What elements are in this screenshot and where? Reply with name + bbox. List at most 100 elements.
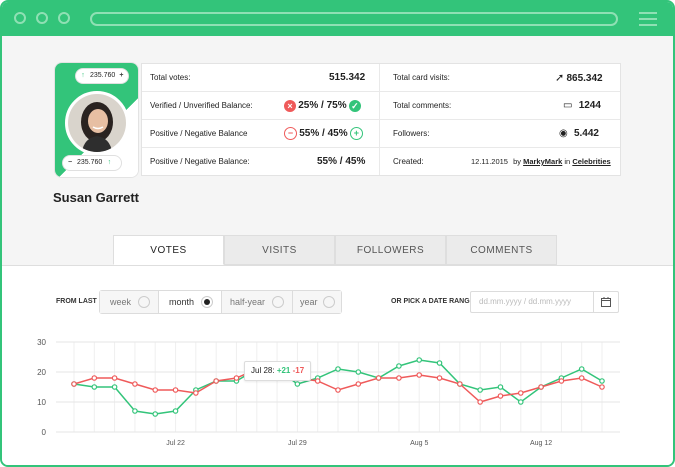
- divider: [142, 147, 620, 148]
- tab-visits[interactable]: VISITS: [224, 235, 335, 265]
- positive-point[interactable]: [152, 411, 159, 417]
- x-tick-label: Jul 29: [288, 440, 307, 447]
- stats-table: Total votes: 515.342 Verified / Unverifi…: [141, 63, 621, 176]
- period-month[interactable]: month: [159, 291, 221, 313]
- divider: [158, 291, 159, 313]
- profile-name: Susan Garrett: [53, 190, 139, 205]
- negative-point[interactable]: [335, 387, 341, 393]
- radio-icon[interactable]: [272, 296, 284, 308]
- negative-point[interactable]: [132, 381, 138, 387]
- window-dot-icon[interactable]: [58, 12, 70, 24]
- positive-point[interactable]: [396, 363, 402, 369]
- from-last-label: FROM LAST: [56, 298, 97, 305]
- negative-point[interactable]: [152, 387, 159, 393]
- cursor-icon: ➚: [555, 72, 565, 84]
- profile-card: ↑ 235.760 + −235.760 ↑: [54, 62, 139, 178]
- negative-point[interactable]: [477, 399, 483, 405]
- negative-point[interactable]: [233, 375, 240, 381]
- positive-point[interactable]: [355, 369, 362, 375]
- comment-icon: ▭: [563, 100, 573, 111]
- negative-point[interactable]: [599, 384, 605, 390]
- radio-icon[interactable]: [323, 296, 335, 308]
- calendar-icon[interactable]: [593, 292, 618, 312]
- plus-circle-icon[interactable]: +: [349, 127, 363, 141]
- positive-point[interactable]: [172, 408, 179, 414]
- radio-selected-icon[interactable]: [201, 296, 213, 308]
- menu-icon[interactable]: [639, 12, 657, 26]
- plus-icon[interactable]: +: [119, 72, 124, 79]
- negative-point[interactable]: [457, 381, 463, 387]
- radio-icon[interactable]: [138, 296, 150, 308]
- positive-negative-value: 55% / 45%: [317, 156, 366, 167]
- negative-point[interactable]: [91, 375, 98, 381]
- avatar: [65, 91, 129, 155]
- tab-followers[interactable]: FOLLOWERS: [335, 235, 446, 265]
- negative-point[interactable]: [436, 375, 443, 381]
- address-bar[interactable]: [90, 12, 618, 26]
- negative-point[interactable]: [558, 378, 565, 384]
- stat-label: Followers:: [393, 129, 430, 138]
- negative-point[interactable]: [538, 384, 544, 390]
- negative-point[interactable]: [71, 381, 77, 387]
- positive-point[interactable]: [578, 366, 585, 372]
- x-tick-label: Aug 12: [530, 440, 552, 447]
- arrow-up-icon: ↑: [107, 159, 112, 166]
- y-tick-label: 20: [37, 368, 46, 377]
- verified-balance: × 25% / 75% ✓: [284, 92, 361, 120]
- x-tick-label: Aug 5: [410, 440, 428, 447]
- window-dot-icon[interactable]: [36, 12, 48, 24]
- positive-point[interactable]: [91, 384, 98, 390]
- divider: [292, 291, 293, 313]
- y-tick-label: 0: [42, 428, 47, 437]
- window-dot-icon[interactable]: [14, 12, 26, 24]
- comments-value: ▭ 1244: [563, 100, 601, 111]
- period-week[interactable]: week: [100, 291, 158, 313]
- positive-point[interactable]: [294, 381, 301, 387]
- negative-point[interactable]: [578, 375, 585, 381]
- check-circle-icon: ✓: [348, 99, 361, 112]
- negative-point[interactable]: [111, 375, 118, 381]
- divider: [379, 64, 380, 175]
- negative-point[interactable]: [314, 378, 321, 384]
- period-year[interactable]: year: [293, 291, 341, 313]
- divider: [142, 91, 620, 92]
- positive-point[interactable]: [416, 357, 423, 363]
- stat-label: Positive / Negative Balance:: [150, 157, 250, 166]
- followers-value: ◉ 5.442: [559, 128, 599, 139]
- category-link[interactable]: Celebrities: [572, 157, 611, 166]
- positive-point[interactable]: [599, 378, 605, 384]
- negative-point[interactable]: [517, 390, 524, 396]
- minus-icon[interactable]: −: [67, 159, 73, 166]
- positive-point[interactable]: [335, 366, 341, 372]
- positive-point[interactable]: [111, 384, 118, 390]
- negative-point[interactable]: [375, 375, 382, 381]
- stat-label: Total votes:: [150, 73, 191, 82]
- negative-point[interactable]: [193, 390, 199, 396]
- eye-icon: ◉: [559, 128, 568, 139]
- positive-point[interactable]: [517, 399, 524, 405]
- title-bar: [2, 2, 673, 36]
- stat-label: Created:: [393, 157, 424, 166]
- minus-circle-icon[interactable]: −: [284, 127, 297, 141]
- positive-point[interactable]: [436, 360, 443, 366]
- arrow-up-icon: ↑: [81, 72, 85, 79]
- positive-point[interactable]: [477, 387, 483, 393]
- votes-chart: 0 10 20 30 Jul 22 Jul 29 Aug 5 Aug 12: [37, 338, 620, 447]
- tab-votes[interactable]: VOTES: [113, 235, 224, 265]
- negative-point[interactable]: [172, 387, 179, 393]
- period-half-year[interactable]: half-year: [222, 291, 292, 313]
- negative-point[interactable]: [213, 378, 219, 384]
- tab-comments[interactable]: COMMENTS: [446, 235, 557, 265]
- negative-point[interactable]: [497, 393, 504, 399]
- positive-point[interactable]: [132, 408, 138, 414]
- date-range-input[interactable]: dd.mm.yyyy / dd.mm.yyyy: [470, 291, 619, 313]
- negative-point[interactable]: [416, 372, 423, 378]
- total-votes-value: 515.342: [329, 72, 366, 83]
- positive-point[interactable]: [497, 384, 504, 390]
- author-link[interactable]: MarkyMark: [523, 157, 563, 166]
- stat-label: Verified / Unverified Balance:: [150, 101, 253, 110]
- negative-point[interactable]: [396, 375, 402, 381]
- date-range-label: OR PICK A DATE RANGE: [391, 298, 475, 305]
- negative-point[interactable]: [355, 381, 362, 387]
